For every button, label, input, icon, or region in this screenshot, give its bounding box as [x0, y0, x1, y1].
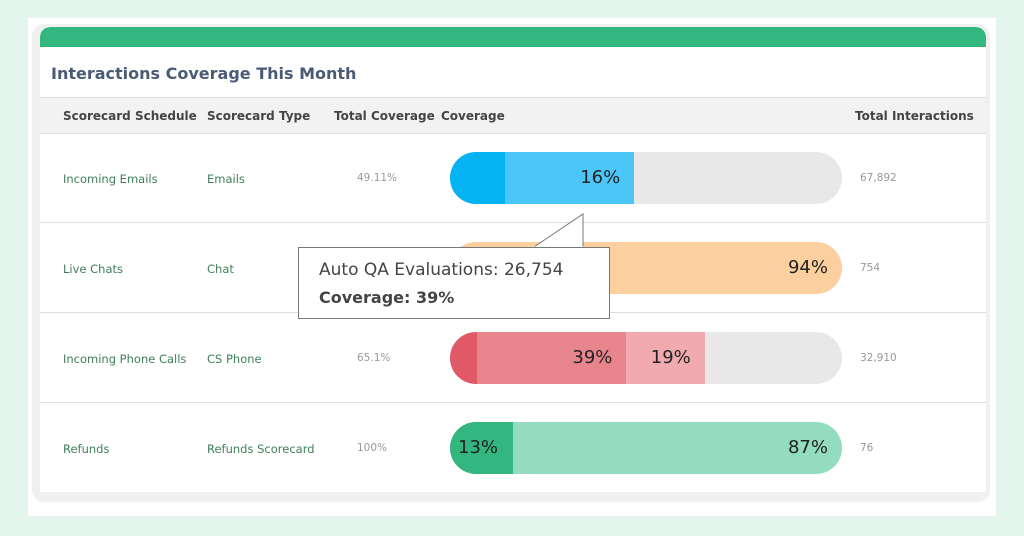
header-type[interactable]: Scorecard Type: [207, 109, 311, 123]
header-schedule[interactable]: Scorecard Schedule: [63, 109, 197, 123]
segment-label: 19%: [650, 347, 691, 368]
coverage-segment[interactable]: 16%: [504, 152, 635, 204]
table-header: Scorecard Schedule Scorecard Type Total …: [40, 97, 986, 134]
type-cell: Chat: [207, 262, 234, 276]
table-row[interactable]: Incoming Phone Calls CS Phone 65.1% 32,910 3…: [40, 313, 986, 403]
table-row[interactable]: Incoming Emails Emails 49.11% 67,892 16%: [40, 133, 986, 223]
coverage-segment[interactable]: 19%: [626, 332, 705, 384]
type-cell: CS Phone: [207, 352, 262, 366]
schedule-cell: Refunds: [63, 442, 110, 456]
total-interactions-cell: 67,892: [860, 172, 897, 184]
header-coverage[interactable]: Coverage: [441, 109, 505, 123]
schedule-cell: Live Chats: [63, 262, 124, 276]
coverage-bar[interactable]: 16%: [450, 152, 842, 204]
type-cell: Emails: [207, 172, 245, 186]
card-title: Interactions Coverage This Month: [51, 64, 357, 83]
total-coverage-cell: 100%: [357, 442, 388, 454]
header-total-interactions[interactable]: Total Interactions: [855, 109, 974, 123]
total-coverage-cell: 49.11%: [357, 172, 398, 184]
schedule-cell: Incoming Phone Calls: [63, 352, 187, 366]
total-interactions-cell: 32,910: [860, 352, 897, 364]
coverage-segment[interactable]: 39%: [477, 332, 627, 384]
coverage-segment[interactable]: 87%: [512, 422, 842, 474]
total-interactions-cell: 76: [860, 442, 874, 454]
segment-label: 94%: [787, 257, 828, 278]
tooltip-coverage: Coverage: 39%: [319, 288, 455, 307]
total-interactions-cell: 754: [860, 262, 881, 274]
coverage-card: Interactions Coverage This Month Scoreca…: [40, 27, 986, 492]
table-row[interactable]: Refunds Refunds Scorecard 100% 76 13% 87%: [40, 403, 986, 492]
tooltip-pointer: [532, 213, 584, 249]
coverage-segment[interactable]: [450, 332, 478, 384]
header-total-coverage[interactable]: Total Coverage: [334, 109, 435, 123]
segment-label: 39%: [572, 347, 613, 368]
type-cell: Refunds Scorecard: [207, 442, 315, 456]
tooltip-evaluations: Auto QA Evaluations: 26,754: [319, 260, 564, 280]
tooltip: Auto QA Evaluations: 26,754 Coverage: 39…: [298, 247, 610, 319]
coverage-segment[interactable]: 13%: [450, 422, 513, 474]
coverage-segment[interactable]: [450, 152, 505, 204]
total-coverage-cell: 65.1%: [357, 352, 391, 364]
coverage-bar[interactable]: 39% 19%: [450, 332, 842, 384]
segment-label: 87%: [787, 437, 828, 458]
schedule-cell: Incoming Emails: [63, 172, 158, 186]
coverage-bar[interactable]: 13% 87%: [450, 422, 842, 474]
card-header-bar: [40, 27, 986, 47]
segment-label: 13%: [458, 437, 499, 458]
segment-label: 16%: [580, 167, 621, 188]
